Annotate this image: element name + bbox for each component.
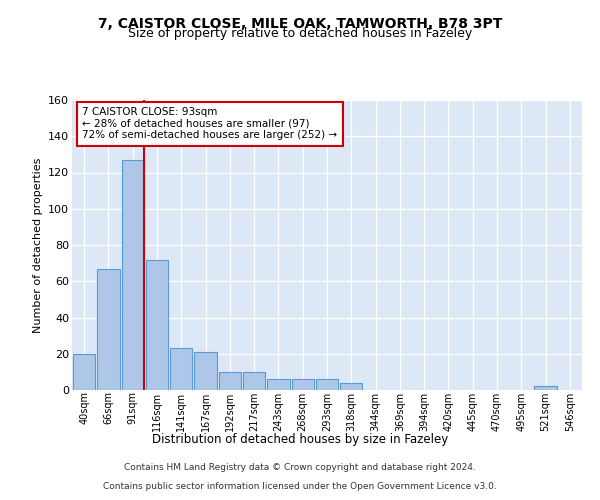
Y-axis label: Number of detached properties: Number of detached properties bbox=[32, 158, 43, 332]
Text: Distribution of detached houses by size in Fazeley: Distribution of detached houses by size … bbox=[152, 432, 448, 446]
Bar bbox=[73, 354, 95, 390]
Text: 7, CAISTOR CLOSE, MILE OAK, TAMWORTH, B78 3PT: 7, CAISTOR CLOSE, MILE OAK, TAMWORTH, B7… bbox=[98, 18, 502, 32]
Bar bbox=[218, 372, 241, 390]
Bar bbox=[170, 348, 193, 390]
Text: Size of property relative to detached houses in Fazeley: Size of property relative to detached ho… bbox=[128, 28, 472, 40]
Bar bbox=[292, 379, 314, 390]
Bar bbox=[146, 260, 168, 390]
Bar bbox=[267, 379, 290, 390]
Bar bbox=[535, 386, 557, 390]
Bar bbox=[340, 383, 362, 390]
Bar bbox=[122, 160, 144, 390]
Bar bbox=[97, 268, 119, 390]
Bar bbox=[243, 372, 265, 390]
Bar bbox=[316, 379, 338, 390]
Text: Contains HM Land Registry data © Crown copyright and database right 2024.: Contains HM Land Registry data © Crown c… bbox=[124, 464, 476, 472]
Text: 7 CAISTOR CLOSE: 93sqm
← 28% of detached houses are smaller (97)
72% of semi-det: 7 CAISTOR CLOSE: 93sqm ← 28% of detached… bbox=[82, 108, 337, 140]
Text: Contains public sector information licensed under the Open Government Licence v3: Contains public sector information licen… bbox=[103, 482, 497, 491]
Bar bbox=[194, 352, 217, 390]
